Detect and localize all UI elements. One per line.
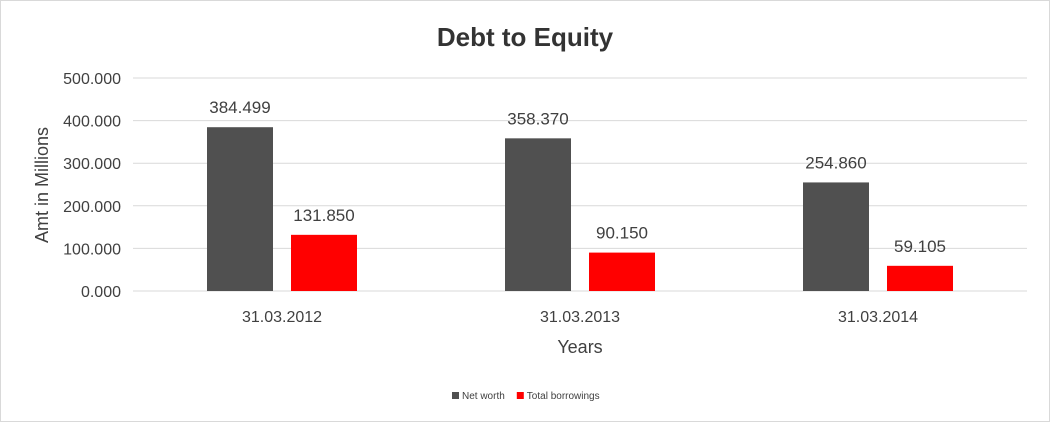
data-labels: 384.499 131.850 358.370 90.150 254.860 59.105 xyxy=(209,98,946,256)
bar-total-borrowings xyxy=(887,265,953,291)
legend-item-net-worth: Net worth xyxy=(452,391,505,402)
bar-net-worth xyxy=(803,182,869,291)
x-tick-label: 31.03.2012 xyxy=(242,309,322,326)
y-axis-label: Amt in Millions xyxy=(32,127,52,243)
y-tick-label: 400.000 xyxy=(63,114,121,131)
x-axis-ticks: 31.03.2012 31.03.2013 31.03.2014 xyxy=(242,309,918,326)
data-label: 131.850 xyxy=(293,206,354,225)
y-tick-label: 0.000 xyxy=(81,284,121,301)
y-tick-label: 200.000 xyxy=(63,199,121,216)
bars xyxy=(207,127,953,291)
data-label: 59.105 xyxy=(894,237,946,256)
bar-total-borrowings xyxy=(291,234,357,291)
data-label: 254.860 xyxy=(805,153,866,172)
x-axis-label: Years xyxy=(557,337,602,357)
y-tick-label: 100.000 xyxy=(63,241,121,258)
legend-item-total-borrowings: Total borrowings xyxy=(516,391,600,402)
y-axis-ticks: 0.000 100.000 200.000 300.000 400.000 500.000 xyxy=(63,71,121,301)
legend-swatch xyxy=(452,392,459,399)
data-label: 90.150 xyxy=(596,224,648,243)
y-tick-label: 500.000 xyxy=(63,71,121,88)
legend-label: Total borrowings xyxy=(527,391,600,402)
legend: Net worth Total borrowings xyxy=(452,391,600,402)
x-tick-label: 31.03.2014 xyxy=(838,309,918,326)
legend-label: Net worth xyxy=(462,391,505,402)
x-tick-label: 31.03.2013 xyxy=(540,309,620,326)
y-tick-label: 300.000 xyxy=(63,156,121,173)
data-label: 384.499 xyxy=(209,98,270,117)
data-label: 358.370 xyxy=(507,109,568,128)
gridlines xyxy=(133,77,1027,292)
bar-net-worth xyxy=(505,138,571,291)
chart-title: Debt to Equity xyxy=(437,22,614,52)
legend-swatch xyxy=(516,392,524,399)
bar-total-borrowings xyxy=(589,252,655,291)
bar-net-worth xyxy=(207,127,273,291)
